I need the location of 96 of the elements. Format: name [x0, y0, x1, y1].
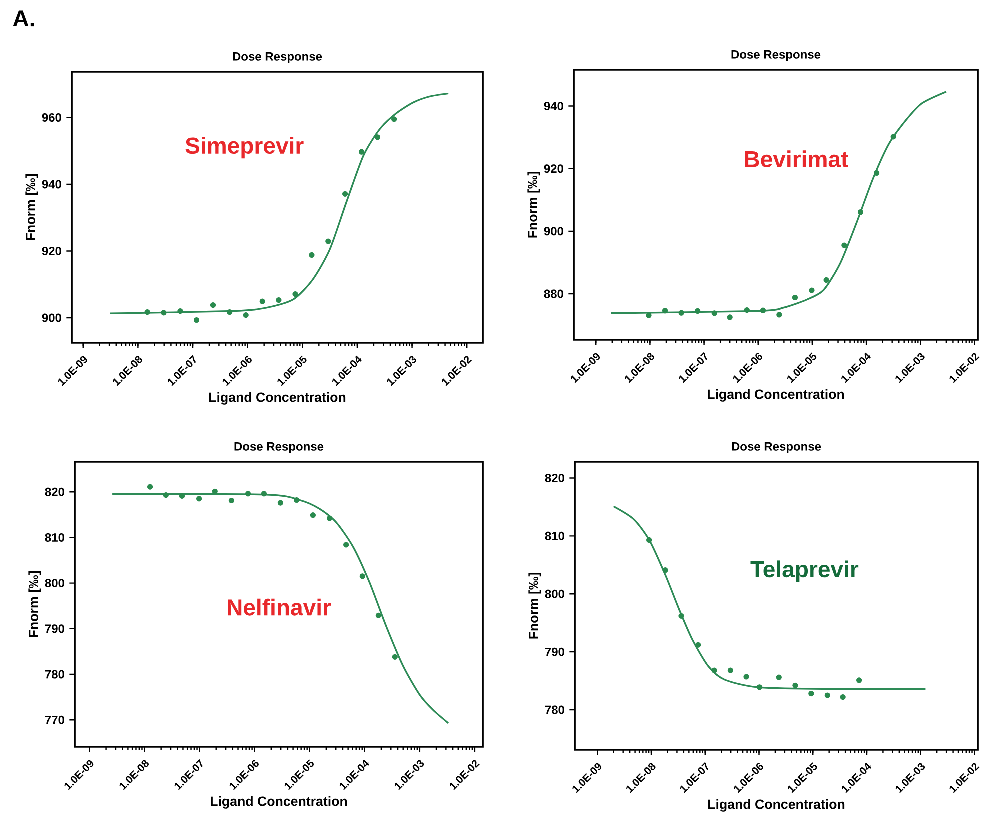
- point: [712, 310, 718, 316]
- point: [376, 612, 382, 618]
- point: [344, 542, 350, 548]
- y-tick-label: 780: [45, 670, 64, 679]
- point: [144, 309, 150, 316]
- y-tick-label: 940: [42, 180, 62, 189]
- point: [292, 291, 298, 298]
- annotation: Telaprevir: [750, 560, 859, 582]
- point: [310, 512, 316, 518]
- point: [760, 308, 766, 314]
- point: [662, 568, 668, 574]
- chart-title: Dose Response: [732, 442, 822, 454]
- point: [278, 500, 284, 506]
- point: [695, 308, 701, 314]
- x-axis-title: Ligand Concentration: [211, 796, 348, 809]
- point: [392, 654, 398, 660]
- point: [260, 298, 266, 304]
- point: [392, 116, 398, 122]
- point: [359, 149, 365, 155]
- y-tick-label: 790: [545, 648, 564, 656]
- text: A.: [13, 10, 34, 27]
- point: [840, 694, 846, 700]
- y-tick-label: 940: [544, 102, 564, 111]
- y-axis-title: Fnorm [‰]: [528, 573, 542, 639]
- point: [712, 668, 718, 674]
- point: [874, 170, 880, 176]
- y-tick-label: 960: [42, 113, 62, 122]
- y-tick-label: 800: [545, 590, 564, 598]
- point: [646, 312, 652, 318]
- point: [326, 516, 333, 522]
- point: [261, 491, 267, 497]
- point: [678, 613, 684, 619]
- point: [212, 488, 218, 494]
- point: [662, 308, 668, 314]
- y-tick-label: 920: [544, 164, 564, 174]
- point: [360, 574, 366, 580]
- y-tick-label: 790: [45, 624, 64, 634]
- point: [744, 307, 750, 314]
- y-tick-label: 900: [42, 314, 62, 322]
- point: [696, 642, 702, 648]
- y-tick-label: 820: [45, 488, 64, 496]
- annotation: Nelfinavir: [228, 598, 332, 616]
- chart-title: Dose Response: [234, 442, 324, 454]
- point: [178, 308, 184, 314]
- y-tick-label: 800: [45, 579, 64, 588]
- chart-title: Dose Response: [233, 52, 322, 64]
- point: [227, 309, 233, 316]
- point: [809, 288, 815, 294]
- point: [374, 134, 381, 140]
- point: [792, 682, 798, 688]
- point: [792, 294, 798, 301]
- x-axis-title: Ligand Concentration: [210, 392, 346, 405]
- x-axis-title: Ligand Concentration: [708, 389, 844, 402]
- point: [678, 310, 684, 316]
- point: [228, 498, 234, 504]
- point: [309, 252, 315, 258]
- y-tick-label: 810: [545, 532, 564, 540]
- y-axis-title: Fnorm [‰]: [26, 174, 38, 240]
- point: [842, 242, 848, 248]
- point: [179, 493, 186, 499]
- y-axis-title: Fnorm [‰]: [28, 572, 42, 638]
- point: [342, 191, 348, 197]
- point: [161, 310, 167, 316]
- point: [776, 674, 782, 680]
- point: [744, 674, 750, 680]
- y-tick-label: 780: [545, 706, 564, 714]
- point: [210, 302, 216, 308]
- point: [856, 678, 862, 684]
- y-axis-title: Fnorm [‰]: [528, 172, 540, 238]
- point: [276, 297, 282, 304]
- point: [245, 491, 252, 497]
- y-tick-label: 920: [42, 246, 62, 256]
- point: [727, 314, 733, 320]
- annotation: Simeprevir: [186, 137, 304, 159]
- point: [808, 690, 814, 697]
- y-tick-label: 770: [45, 716, 64, 724]
- point: [890, 134, 896, 140]
- point: [147, 484, 154, 490]
- point: [858, 210, 864, 216]
- point: [194, 317, 200, 324]
- point: [163, 492, 169, 498]
- point: [824, 692, 830, 698]
- chart-title: Dose Response: [732, 50, 821, 62]
- y-tick-label: 810: [45, 533, 64, 542]
- y-tick-label: 880: [544, 290, 564, 298]
- point: [776, 312, 782, 318]
- point: [294, 498, 300, 504]
- y-tick-label: 820: [545, 474, 564, 482]
- x-axis-title: Ligand Concentration: [708, 799, 845, 812]
- point: [326, 238, 332, 244]
- point: [646, 537, 652, 544]
- point: [196, 496, 202, 502]
- point: [243, 312, 249, 318]
- y-tick-label: 900: [544, 227, 564, 236]
- point: [728, 668, 734, 674]
- annotation: Bevirimat: [745, 150, 848, 168]
